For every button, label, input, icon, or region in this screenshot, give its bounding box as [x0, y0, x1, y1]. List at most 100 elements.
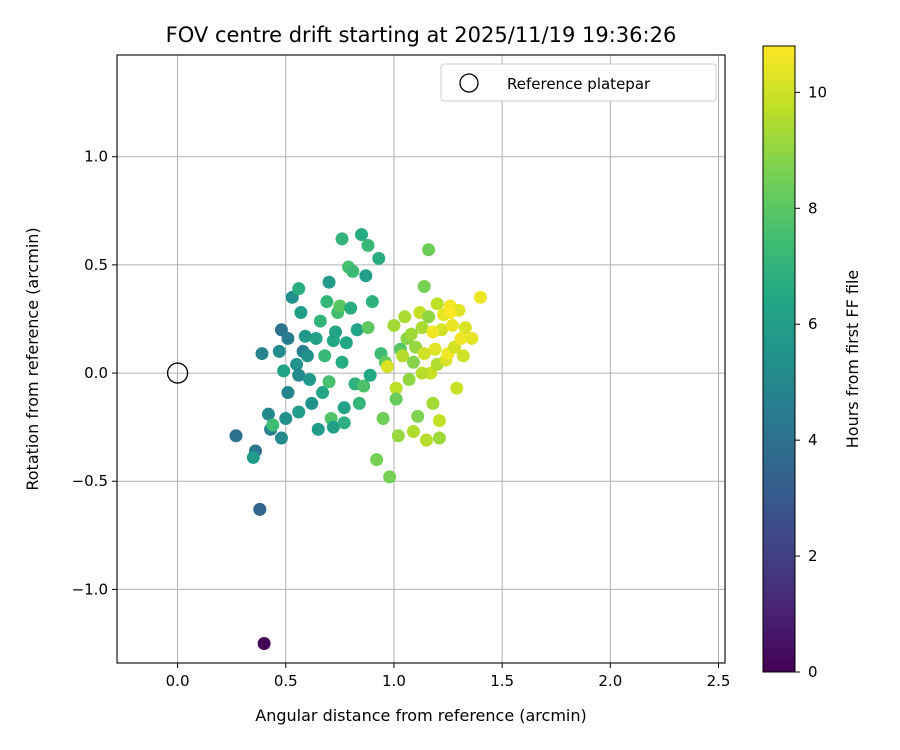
- data-point: [281, 386, 295, 400]
- y-tick-label: 0.0: [84, 364, 108, 382]
- data-point: [419, 433, 433, 447]
- reference-marker: [166, 362, 189, 384]
- legend: Reference platepar: [440, 63, 717, 102]
- data-point: [398, 310, 412, 324]
- data-point: [354, 228, 368, 242]
- data-point: [339, 336, 353, 350]
- data-point: [300, 349, 314, 363]
- colorbar-label: Hours from first FF file: [843, 270, 862, 449]
- data-point: [430, 297, 444, 311]
- x-axis-label: Angular distance from reference (arcmin): [255, 706, 586, 725]
- data-point: [458, 321, 472, 335]
- data-point: [272, 344, 286, 358]
- data-point: [303, 373, 317, 387]
- data-point: [335, 355, 349, 369]
- data-point: [292, 368, 306, 382]
- chart-title: FOV centre drift starting at 2025/11/19 …: [166, 23, 677, 47]
- data-point: [406, 424, 420, 438]
- data-point: [387, 318, 401, 332]
- data-point: [352, 396, 366, 410]
- data-point: [279, 412, 293, 426]
- data-point: [316, 386, 330, 400]
- data-point: [344, 301, 358, 315]
- data-point: [383, 470, 397, 484]
- data-point: [370, 453, 384, 467]
- data-point: [292, 282, 306, 296]
- data-point: [372, 251, 386, 265]
- data-point: [456, 349, 470, 363]
- data-point: [417, 347, 431, 361]
- data-point: [432, 431, 446, 445]
- colorbar-tick-label: 2: [808, 547, 818, 565]
- data-point: [322, 375, 336, 389]
- data-point: [257, 637, 271, 651]
- colorbar-tick-label: 8: [808, 199, 818, 217]
- data-point: [246, 450, 260, 464]
- data-point: [454, 331, 468, 345]
- data-point: [474, 290, 488, 304]
- y-tick-label: 1.0: [84, 148, 108, 166]
- y-axis-ticks: −1.0 −0.5 0.0 0.5 1.0: [72, 148, 117, 598]
- data-point: [426, 325, 440, 339]
- y-tick-label: −1.0: [72, 580, 108, 598]
- legend-box: [440, 63, 717, 102]
- x-tick-label: 2.5: [707, 672, 731, 690]
- data-point: [445, 318, 459, 332]
- data-point: [443, 305, 457, 319]
- reference-platepar-marker: [166, 362, 189, 384]
- x-tick-label: 0.0: [166, 672, 190, 690]
- data-point: [266, 418, 280, 432]
- colorbar-tick-label: 10: [808, 83, 827, 101]
- data-point: [320, 295, 334, 309]
- data-point: [428, 342, 442, 356]
- data-point: [298, 329, 312, 343]
- data-point: [335, 232, 349, 246]
- data-point: [290, 357, 304, 371]
- data-point: [292, 405, 306, 419]
- x-tick-label: 1.5: [490, 672, 514, 690]
- x-tick-label: 0.5: [274, 672, 298, 690]
- data-point: [337, 401, 351, 415]
- data-point: [389, 392, 403, 406]
- data-point: [357, 379, 371, 393]
- data-point: [281, 331, 295, 345]
- colorbar-tick-label: 4: [808, 431, 818, 449]
- data-point: [274, 431, 288, 445]
- data-point: [415, 321, 429, 335]
- data-point: [376, 412, 390, 426]
- colorbar-tick-label: 0: [808, 663, 818, 681]
- data-point: [337, 416, 351, 430]
- data-point: [305, 396, 319, 410]
- data-point: [359, 269, 373, 283]
- data-point: [422, 310, 436, 324]
- data-point: [318, 349, 332, 363]
- data-point: [361, 238, 375, 252]
- data-point: [326, 420, 340, 434]
- data-point: [365, 295, 379, 309]
- data-point: [333, 299, 347, 313]
- data-point: [361, 321, 375, 335]
- data-point: [404, 327, 418, 341]
- data-point: [415, 366, 429, 380]
- data-point: [229, 429, 243, 443]
- axes-frame: [116, 54, 726, 664]
- data-point: [389, 381, 403, 395]
- data-point: [363, 368, 377, 382]
- data-point: [322, 275, 336, 289]
- data-point: [309, 331, 323, 345]
- data-point: [255, 347, 269, 361]
- colorbar: [762, 45, 796, 673]
- data-points: [229, 228, 488, 651]
- data-point: [396, 349, 410, 363]
- data-point: [406, 355, 420, 369]
- y-tick-label: −0.5: [72, 472, 108, 490]
- data-point: [261, 407, 275, 421]
- data-point: [329, 325, 343, 339]
- colorbar-tick-label: 6: [808, 315, 818, 333]
- data-point: [294, 305, 308, 319]
- x-axis-ticks: 0.0 0.5 1.0 1.5 2.0 2.5: [166, 663, 731, 690]
- data-point: [422, 243, 436, 257]
- x-tick-label: 2.0: [598, 672, 622, 690]
- legend-marker: [459, 73, 479, 93]
